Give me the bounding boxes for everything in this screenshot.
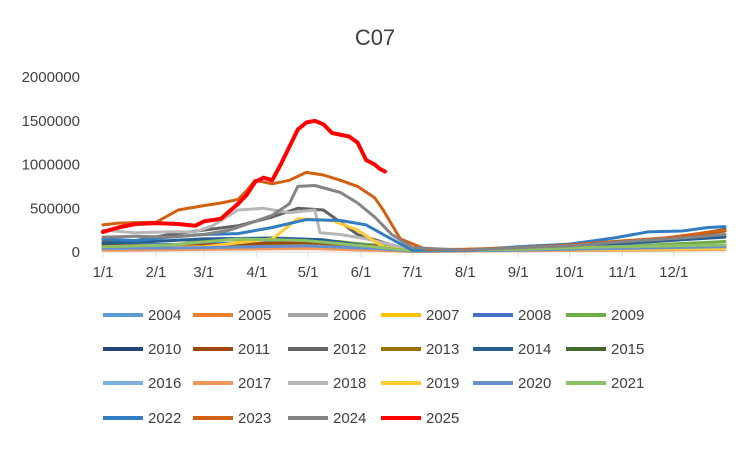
legend-label: 2020 (518, 375, 551, 392)
legend-label: 2009 (611, 307, 644, 324)
legend-item: 2021 (566, 375, 644, 392)
legend-label: 2015 (611, 341, 644, 358)
legend-label: 2024 (333, 410, 366, 427)
series-line-2021 (101, 237, 727, 253)
x-tick-label: 4/1 (246, 264, 267, 281)
y-tick-label: 2000000 (22, 69, 80, 86)
legend-label: 2016 (148, 375, 181, 392)
legend-label: 2021 (611, 375, 644, 392)
legend-item: 2017 (193, 375, 271, 392)
legend-item: 2004 (103, 307, 181, 324)
legend-label: 2023 (238, 410, 271, 427)
y-tick-label: 500000 (30, 200, 80, 217)
legend-item: 2010 (103, 341, 181, 358)
legend-label: 2022 (148, 410, 181, 427)
y-tick-label: 1500000 (22, 113, 80, 130)
x-tick-label: 2/1 (146, 264, 167, 281)
x-tick-label: 8/1 (455, 264, 476, 281)
chart-title: C07 (355, 25, 395, 50)
legend-item: 2022 (103, 410, 181, 427)
legend-label: 2019 (426, 375, 459, 392)
legend-item: 2011 (193, 341, 270, 358)
legend-item: 2024 (288, 410, 366, 427)
series-lines (101, 118, 727, 254)
x-tick-label: 12/1 (659, 264, 688, 281)
legend-label: 2006 (333, 307, 366, 324)
x-tick-label: 6/1 (351, 264, 372, 281)
series-line-2024 (101, 184, 727, 252)
x-tick-label: 3/1 (193, 264, 214, 281)
y-axis-ticks: 0 500000 1000000 1500000 2000000 (22, 69, 80, 261)
legend-item: 2008 (473, 307, 551, 324)
y-tick-label: 0 (72, 244, 80, 261)
x-tick-label: 5/1 (298, 264, 319, 281)
legend-item: 2013 (381, 341, 459, 358)
legend-label: 2014 (518, 341, 551, 358)
legend-item: 2019 (381, 375, 459, 392)
legend-label: 2017 (238, 375, 271, 392)
legend-label: 2011 (238, 341, 270, 358)
legend-label: 2018 (333, 375, 366, 392)
legend-label: 2005 (238, 307, 271, 324)
legend-item: 2025 (381, 410, 459, 427)
legend-label: 2004 (148, 307, 181, 324)
series-line-2025 (101, 118, 387, 234)
legend-item: 2012 (288, 341, 366, 358)
x-tick-label: 7/1 (402, 264, 423, 281)
legend-item: 2015 (566, 341, 644, 358)
legend-label: 2012 (333, 341, 366, 358)
legend-label: 2010 (148, 341, 181, 358)
x-axis-ticks: 1/1 2/1 3/1 4/1 5/1 6/1 7/1 8/1 9/1 10/1 11/1 12/1 (93, 252, 688, 281)
legend-item: 2023 (193, 410, 271, 427)
legend-item: 2018 (288, 375, 366, 392)
legend-label: 2013 (426, 341, 459, 358)
legend-item: 2016 (103, 375, 181, 392)
x-tick-label: 11/1 (608, 264, 636, 281)
y-tick-label: 1000000 (22, 157, 80, 174)
legend-item: 2006 (288, 307, 366, 324)
legend-label: 2007 (426, 307, 459, 324)
x-tick-label: 9/1 (508, 264, 529, 281)
legend-label: 2008 (518, 307, 551, 324)
x-tick-label: 10/1 (555, 264, 584, 281)
legend-label: 2025 (426, 410, 459, 427)
legend-item: 2007 (381, 307, 459, 324)
legend-item: 2020 (473, 375, 551, 392)
legend: 2004 2005 2006 2007 2008 2009 2010 2011 2012 2013… (103, 307, 644, 427)
legend-item: 2014 (473, 341, 551, 358)
x-tick-label: 1/1 (93, 264, 114, 281)
legend-item: 2005 (193, 307, 271, 324)
legend-item: 2009 (566, 307, 644, 324)
